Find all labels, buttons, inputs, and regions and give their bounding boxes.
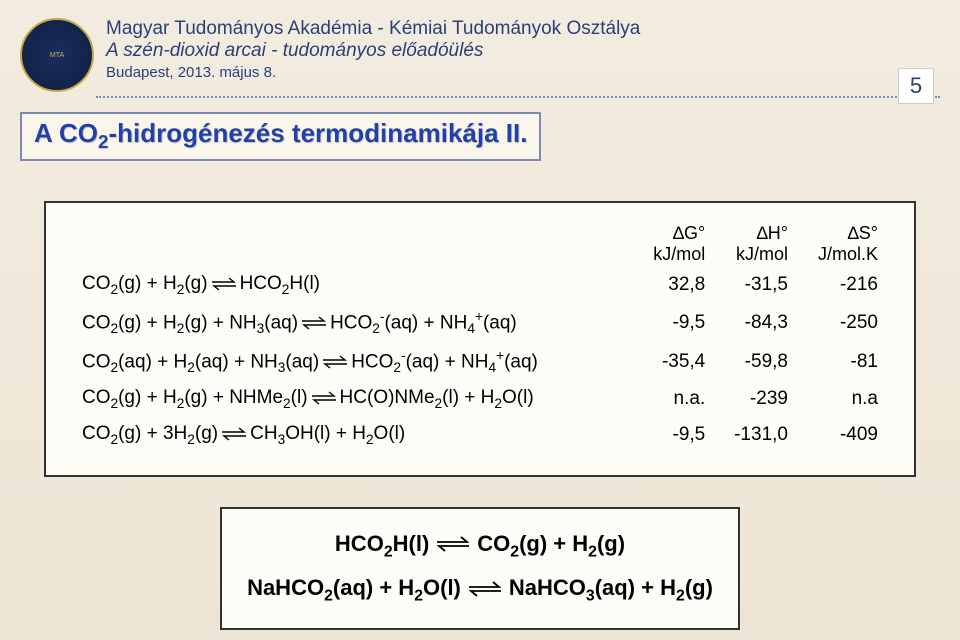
header: MTA Magyar Tudományos Akadémia - Kémiai … [0, 0, 960, 92]
reaction-1: CO2(g) + H2(g)HCO2H(l) [74, 267, 633, 303]
equilibrium-icon [220, 427, 248, 441]
slide-title-box: A CO2-hidrogénezés termodinamikája II. [20, 112, 541, 161]
equilibrium-icon [321, 355, 349, 369]
table-row: CO2(g) + H2(g) + NHMe2(l)HC(O)NMe2(l) + … [74, 381, 886, 417]
slide-title: A CO2-hidrogénezés termodinamikája II. [34, 118, 527, 148]
reaction-3: CO2(aq) + H2(aq) + NH3(aq)HCO2-(aq) + NH… [74, 342, 633, 381]
table-row: CO2(aq) + H2(aq) + NH3(aq)HCO2-(aq) + NH… [74, 342, 886, 381]
equilibrium-icon [210, 277, 238, 291]
table-header-row: ∆G°kJ/mol ∆H°kJ/mol ∆S°J/mol.K [74, 221, 886, 267]
equilibrium-icon [467, 569, 503, 611]
mta-logo: MTA [20, 18, 94, 92]
bottom-eq-2: NaHCO2(aq) + H2O(l)NaHCO3(aq) + H2(g) [232, 567, 728, 611]
thermo-table-box: ∆G°kJ/mol ∆H°kJ/mol ∆S°J/mol.K CO2(g) + … [44, 201, 916, 477]
col-ds: ∆S°J/mol.K [796, 221, 886, 267]
col-dg: ∆G°kJ/mol [633, 221, 714, 267]
event-date: Budapest, 2013. május 8. [106, 64, 940, 81]
institution-name: Magyar Tudományos Akadémia - Kémiai Tudo… [106, 18, 940, 40]
bottom-eq-1: HCO2H(l)CO2(g) + H2(g) [232, 523, 728, 567]
reaction-2: CO2(g) + H2(g) + NH3(aq)HCO2-(aq) + NH4+… [74, 303, 633, 342]
table-row: CO2(g) + H2(g) + NH3(aq)HCO2-(aq) + NH4+… [74, 303, 886, 342]
equilibrium-icon [435, 524, 471, 566]
table-row: CO2(g) + 3H2(g)CH3OH(l) + H2O(l) -9,5 -1… [74, 417, 886, 453]
equilibrium-icon [310, 391, 338, 405]
col-dh: ∆H°kJ/mol [713, 221, 796, 267]
reaction-5: CO2(g) + 3H2(g)CH3OH(l) + H2O(l) [74, 417, 633, 453]
dotted-line [96, 96, 940, 98]
table-row: CO2(g) + H2(g)HCO2H(l) 32,8 -31,5 -216 [74, 267, 886, 303]
reaction-4: CO2(g) + H2(g) + NHMe2(l)HC(O)NMe2(l) + … [74, 381, 633, 417]
equilibrium-icon [300, 316, 328, 330]
thermo-table: ∆G°kJ/mol ∆H°kJ/mol ∆S°J/mol.K CO2(g) + … [74, 221, 886, 453]
event-title: A szén-dioxid arcai - tudományos előadóü… [106, 40, 940, 62]
bottom-equations-box: HCO2H(l)CO2(g) + H2(g) NaHCO2(aq) + H2O(… [220, 507, 740, 630]
header-text: Magyar Tudományos Akadémia - Kémiai Tudo… [106, 18, 940, 81]
page-number: 5 [898, 68, 934, 104]
